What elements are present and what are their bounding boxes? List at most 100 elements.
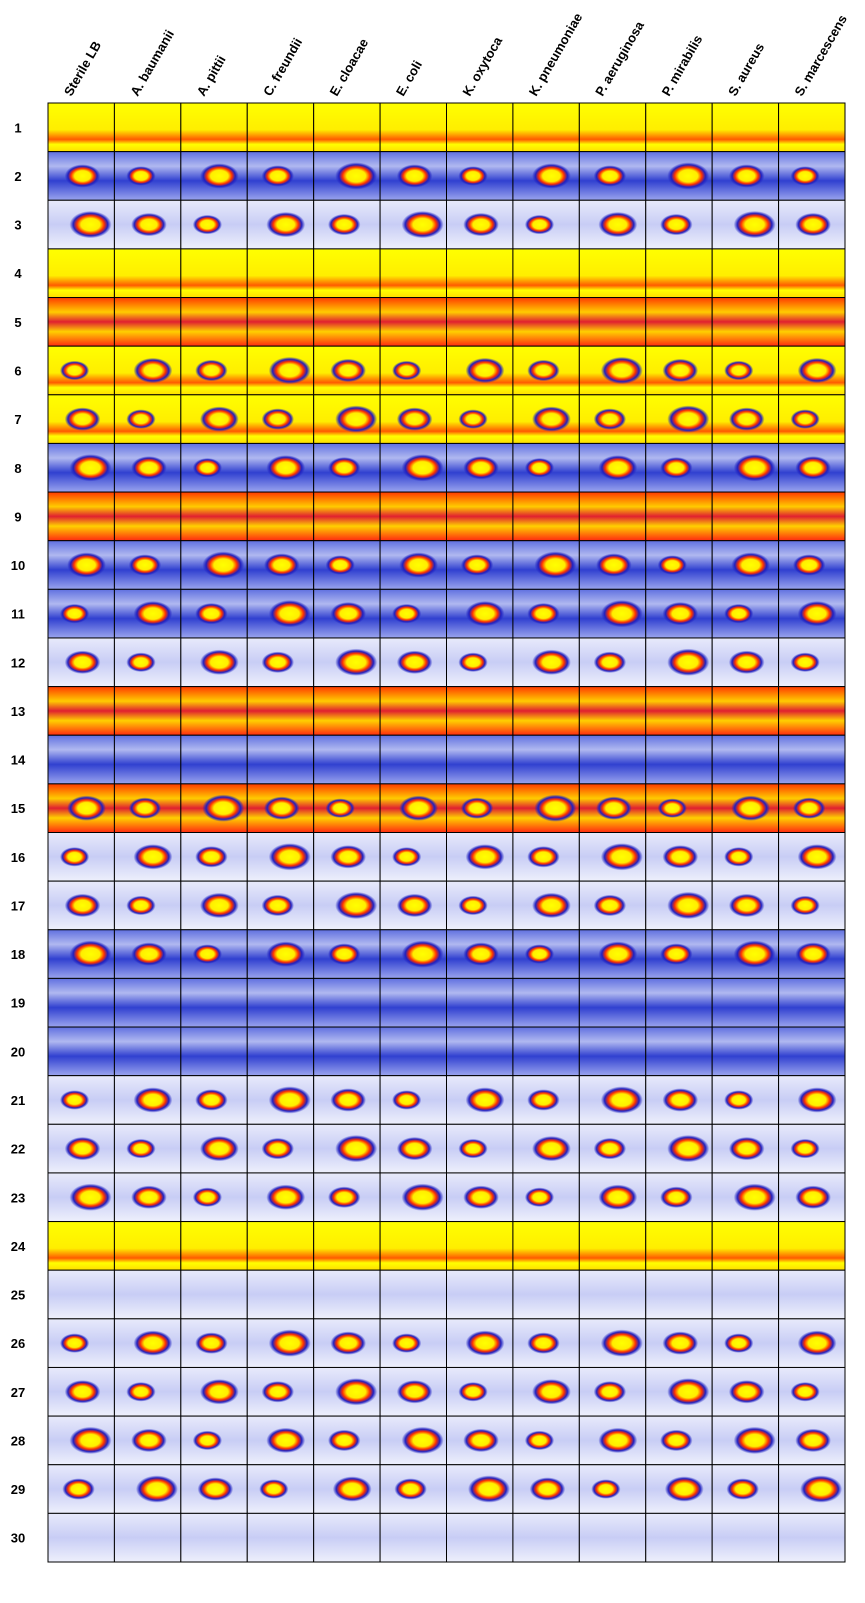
- heatmap-blob: [798, 1331, 837, 1356]
- heatmap-blob: [392, 847, 421, 866]
- heatmap-tile: [48, 978, 114, 1027]
- row-label: 16: [11, 850, 25, 865]
- heatmap-blob: [734, 211, 776, 238]
- heatmap-blob: [65, 164, 101, 187]
- heatmap-blob: [662, 1088, 698, 1111]
- heatmap-blob: [402, 211, 444, 238]
- heatmap-blob: [596, 797, 632, 820]
- row-label: 18: [11, 947, 25, 962]
- row-label: 2: [14, 169, 21, 184]
- heatmap-blob: [731, 552, 770, 577]
- heatmap-tile: [181, 978, 247, 1027]
- heatmap-blob: [70, 1184, 112, 1211]
- heatmap-blob: [262, 1138, 294, 1159]
- heatmap-blob: [198, 1477, 234, 1500]
- heatmap-tile: [181, 735, 247, 784]
- heatmap-blob: [458, 653, 487, 672]
- heatmap-tile: [181, 492, 247, 541]
- heatmap-blob: [729, 407, 765, 430]
- heatmap-blob: [791, 1382, 820, 1401]
- heatmap-blob: [335, 1378, 377, 1405]
- heatmap-tile: [513, 298, 579, 347]
- heatmap-blob: [532, 1136, 571, 1161]
- heatmap-blob: [269, 1330, 311, 1357]
- heatmap-tile: [48, 1027, 114, 1076]
- heatmap-tile: [779, 1222, 845, 1271]
- heatmap-blob: [335, 162, 377, 189]
- row-label: 27: [11, 1385, 25, 1400]
- heatmap-blob: [594, 1138, 626, 1159]
- heatmap-tile: [447, 735, 513, 784]
- heatmap-tile: [712, 978, 778, 1027]
- heatmap-blob: [67, 552, 106, 577]
- heatmap-blob: [660, 943, 692, 964]
- heatmap-tile: [513, 1513, 579, 1562]
- heatmap-blob: [466, 358, 505, 383]
- column-label: P. mirabilis: [659, 32, 706, 98]
- heatmap-blob: [734, 454, 776, 481]
- heatmap-blob: [193, 215, 222, 234]
- heatmap-blob: [129, 554, 161, 575]
- heatmap-blob: [330, 602, 366, 625]
- heatmap-blob: [532, 163, 571, 188]
- heatmap-tile: [380, 1513, 446, 1562]
- heatmap-blob: [724, 847, 753, 866]
- heatmap-blob: [594, 1381, 626, 1402]
- column-label: S. marcescens: [791, 12, 850, 98]
- heatmap-tile: [579, 735, 645, 784]
- heatmap-tile: [513, 103, 579, 152]
- heatmap-blob: [328, 1430, 360, 1451]
- row-label: 20: [11, 1044, 25, 1059]
- heatmap-blob: [60, 1090, 89, 1109]
- heatmap-tile: [779, 249, 845, 298]
- heatmap-blob: [466, 844, 505, 869]
- heatmap-blob: [461, 797, 493, 818]
- heatmap-tile: [114, 1222, 180, 1271]
- heatmap-blob: [397, 1380, 433, 1403]
- heatmap-blob: [591, 1479, 620, 1498]
- heatmap-tile: [646, 687, 712, 736]
- heatmap-blob: [269, 600, 311, 627]
- heatmap-blob: [527, 846, 559, 867]
- heatmap-blob: [195, 360, 227, 381]
- heatmap-blob: [402, 454, 444, 481]
- heatmap-blob: [662, 602, 698, 625]
- heatmap-blob: [262, 895, 294, 916]
- heatmap-blob: [394, 1478, 426, 1499]
- heatmap-blob: [126, 896, 155, 915]
- heatmap-blob: [530, 1477, 566, 1500]
- heatmap-tile: [48, 103, 114, 152]
- heatmap-blob: [70, 940, 112, 967]
- row-label: 11: [11, 607, 25, 622]
- heatmap-blob: [667, 892, 709, 919]
- heatmap-blob: [264, 797, 300, 820]
- heatmap-blob: [601, 1330, 643, 1357]
- heatmap-tile: [646, 492, 712, 541]
- heatmap-blob: [266, 1428, 305, 1453]
- heatmap-blob: [729, 164, 765, 187]
- heatmap-blob: [330, 1088, 366, 1111]
- row-label: 21: [11, 1093, 25, 1108]
- heatmap-tile: [712, 687, 778, 736]
- heatmap-blob: [660, 1430, 692, 1451]
- heatmap-blob: [328, 457, 360, 478]
- heatmap-blob: [200, 650, 239, 675]
- heatmap-tile: [447, 978, 513, 1027]
- heatmap-tile: [314, 978, 380, 1027]
- heatmap-blob: [667, 162, 709, 189]
- heatmap-blob: [193, 1188, 222, 1207]
- heatmap-tile: [712, 492, 778, 541]
- heatmap-blob: [598, 1428, 637, 1453]
- row-label: 5: [14, 315, 21, 330]
- heatmap-blob: [458, 1139, 487, 1158]
- heatmap-tile: [181, 1270, 247, 1319]
- heatmap-blob: [269, 357, 311, 384]
- heatmap-blob: [126, 1139, 155, 1158]
- heatmap-tile: [181, 1027, 247, 1076]
- heatmap-blob: [328, 214, 360, 235]
- row-label: 29: [11, 1482, 25, 1497]
- heatmap-tile: [48, 1222, 114, 1271]
- heatmap-tile: [712, 735, 778, 784]
- heatmap-blob: [534, 551, 576, 578]
- heatmap-tile: [579, 249, 645, 298]
